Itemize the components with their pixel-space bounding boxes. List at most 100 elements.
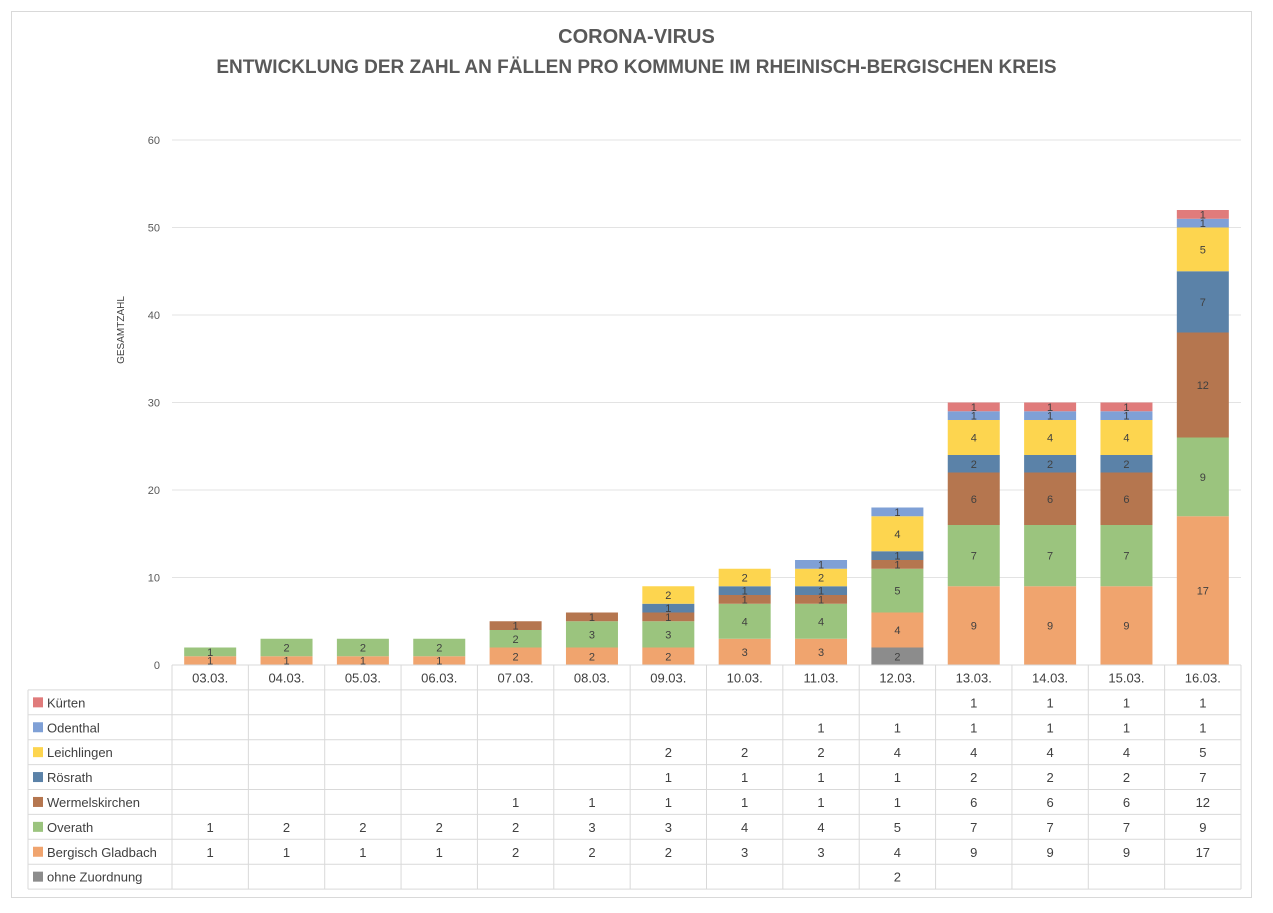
bar-bergisch-gladbach-04-03 <box>260 656 313 665</box>
bar-bergisch-gladbach-03-03 <box>184 656 237 665</box>
data-label: 7 <box>1123 551 1129 563</box>
y-tick-label: 50 <box>148 223 160 235</box>
table-cell: 2 <box>283 820 290 835</box>
table-cell: 1 <box>436 845 443 860</box>
table-cell: 1 <box>1046 695 1053 710</box>
table-cell: 2 <box>1046 770 1053 785</box>
x-tick-label: 13.03. <box>956 670 992 685</box>
bar-overath-16-03 <box>1176 437 1229 517</box>
y-tick-label: 40 <box>148 310 160 322</box>
table-cell: 4 <box>1123 745 1130 760</box>
table-cell: 3 <box>817 845 824 860</box>
data-label: 9 <box>971 621 977 633</box>
table-cell: 4 <box>817 820 824 835</box>
bar-bergisch-gladbach-06-03 <box>413 656 466 665</box>
table-cell: 1 <box>894 770 901 785</box>
table-cell: 1 <box>894 720 901 735</box>
data-label: 1 <box>589 612 595 624</box>
gridlines <box>172 139 1241 578</box>
data-label: 4 <box>894 529 900 541</box>
table-cell: 4 <box>894 745 901 760</box>
table-cell: 4 <box>970 745 977 760</box>
bar-overath-09-03 <box>642 621 695 648</box>
table-cell: 1 <box>970 720 977 735</box>
legend-key-leichlingen <box>33 747 43 758</box>
legend-key-odenthal <box>33 722 43 733</box>
x-tick-label: 15.03. <box>1108 670 1144 685</box>
bar-leichlingen-12-03 <box>871 516 924 552</box>
bar-odenthal-11-03 <box>795 560 848 569</box>
bar-kurten-16-03 <box>1176 210 1229 219</box>
table-cell: 9 <box>1123 845 1130 860</box>
legend-label-overath: Overath <box>47 820 93 835</box>
bar-leichlingen-09-03 <box>642 586 695 604</box>
bar-odenthal-16-03 <box>1176 218 1229 228</box>
data-label: 2 <box>742 573 748 585</box>
x-tick-label: 14.03. <box>1032 670 1068 685</box>
y-axis: 0 10 20 30 40 50 60 GESAMTZAHL <box>116 135 160 672</box>
x-tick-label: 08.03. <box>574 670 610 685</box>
bar-leichlingen-16-03 <box>1176 227 1229 272</box>
y-axis-title: GESAMTZAHL <box>116 296 127 364</box>
x-tick-label: 06.03. <box>421 670 457 685</box>
table-cell: 1 <box>1123 720 1130 735</box>
bar-overath-14-03 <box>1024 525 1077 587</box>
bar-rosrath-16-03 <box>1176 271 1229 333</box>
bar-overath-10-03 <box>718 603 771 639</box>
bar-overath-04-03 <box>260 638 313 657</box>
data-label: 1 <box>513 621 519 633</box>
x-tick-label: 12.03. <box>879 670 915 685</box>
x-tick-label: 11.03. <box>803 670 838 685</box>
data-label: 2 <box>513 651 519 663</box>
data-label: 1 <box>665 603 671 615</box>
table-cell: 1 <box>894 795 901 810</box>
bar-bergisch-gladbach-16-03 <box>1176 516 1229 665</box>
data-label: 9 <box>1123 621 1129 633</box>
bar-overath-06-03 <box>413 638 466 657</box>
data-label: 2 <box>971 459 977 471</box>
table-cell: 9 <box>1046 845 1053 860</box>
bar-wermelskirchen-12-03 <box>871 560 924 569</box>
table-cell: 1 <box>588 795 595 810</box>
bar-leichlingen-14-03 <box>1024 420 1077 455</box>
data-label: 1 <box>283 656 289 668</box>
data-label: 1 <box>1200 209 1206 221</box>
bar-wermelskirchen-10-03 <box>718 595 771 604</box>
data-label: 9 <box>1047 621 1053 633</box>
table-cell: 1 <box>1199 695 1206 710</box>
data-label: 2 <box>589 651 595 663</box>
data-label: 9 <box>1200 472 1206 484</box>
bar-kurten-15-03 <box>1100 402 1153 412</box>
table-cell: 6 <box>1123 795 1130 810</box>
data-label: 1 <box>971 402 977 414</box>
table-cell: 4 <box>1046 745 1053 760</box>
data-label: 6 <box>1123 494 1129 506</box>
table-cell: 3 <box>665 820 672 835</box>
table-cell: 1 <box>665 770 672 785</box>
data-label: 4 <box>971 433 977 445</box>
table-cell: 1 <box>283 845 290 860</box>
data-label: 1 <box>894 551 900 563</box>
table-cell: 17 <box>1196 845 1210 860</box>
table-cell: 1 <box>970 695 977 710</box>
table-cell: 2 <box>741 745 748 760</box>
legend-label-odenthal: Odenthal <box>47 720 100 735</box>
data-label: 4 <box>1123 433 1129 445</box>
bar-wermelskirchen-08-03 <box>565 612 618 622</box>
table-cell: 7 <box>1046 820 1053 835</box>
data-label: 3 <box>742 647 748 659</box>
bar-overath-07-03 <box>489 630 542 648</box>
x-tick-label: 04.03. <box>268 670 304 685</box>
data-label: 5 <box>1200 244 1206 256</box>
legend-label-ohne-zuordnung: ohne Zuordnung <box>47 870 142 885</box>
chart-title: CORONA-VIRUS <box>558 26 715 48</box>
bar-wermelskirchen-07-03 <box>489 621 542 630</box>
data-label: 1 <box>1200 218 1206 230</box>
data-label: 1 <box>1047 402 1053 414</box>
data-label: 1 <box>818 594 824 606</box>
bar-bergisch-gladbach-14-03 <box>1024 586 1077 665</box>
table-cell: 5 <box>1199 745 1206 760</box>
data-label: 1 <box>894 507 900 519</box>
bar-overath-13-03 <box>947 525 1000 587</box>
data-label: 7 <box>1047 551 1053 563</box>
